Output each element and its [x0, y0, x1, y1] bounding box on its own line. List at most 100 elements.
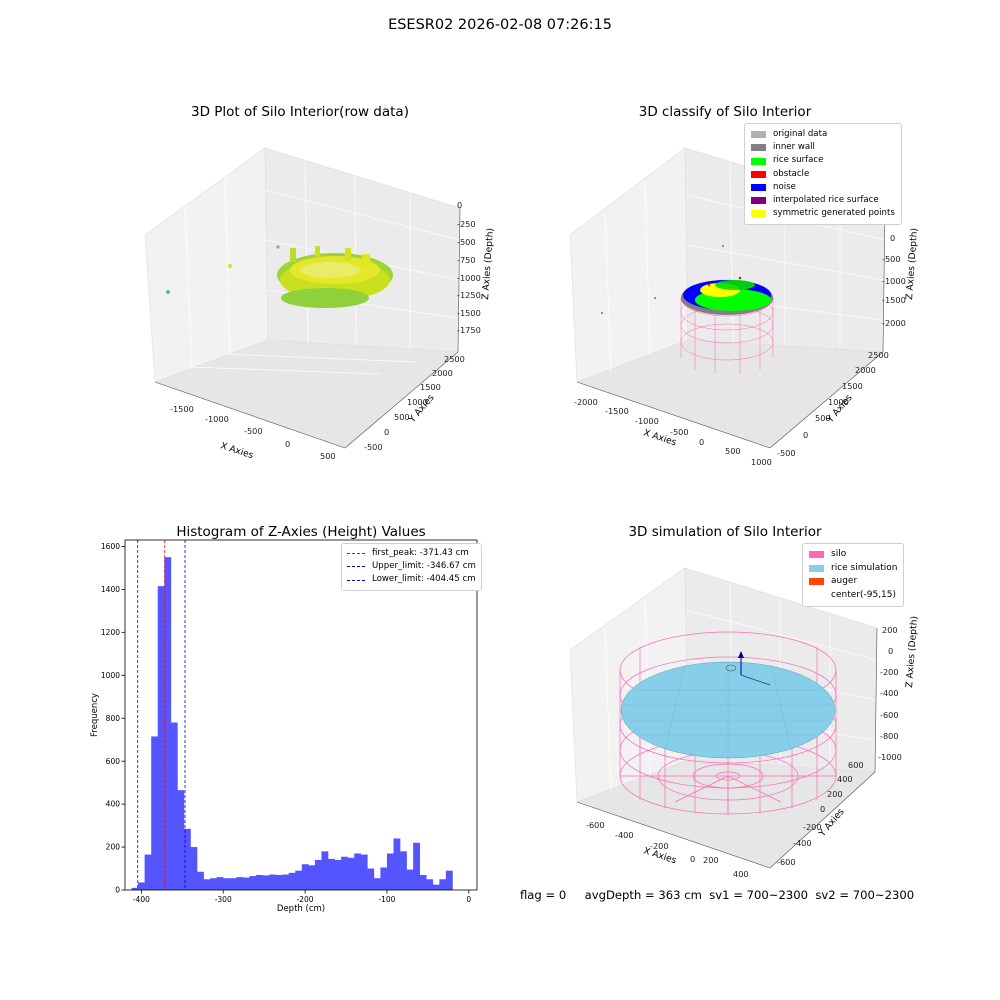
- histogram-bar: [183, 828, 191, 890]
- histogram-bar: [282, 874, 290, 890]
- histogram-bar: [242, 877, 250, 890]
- plot2-xtick: -2000: [574, 397, 598, 407]
- plot1-ytick: 1000: [407, 397, 428, 407]
- plot1-axis-lines: [154, 207, 461, 449]
- plot1-y-tick-labels: -500 0 500 1000 1500 2000 2500: [364, 354, 465, 452]
- plot4-axis-lines: [576, 627, 878, 869]
- y-tick-label: 200: [106, 843, 121, 852]
- y-tick-label: 600: [106, 757, 121, 766]
- histogram-bar: [151, 736, 159, 890]
- plot1-xlabel: X Axies: [219, 440, 255, 461]
- legend-label: first_peak: -371.43 cm: [372, 548, 469, 558]
- histogram-bar: [347, 857, 355, 890]
- auger-marker: [725, 651, 771, 686]
- plot1-zlabel: Z Axies (Depth): [480, 228, 496, 301]
- legend-item: rice simulation: [809, 562, 897, 576]
- plot1-z-tick-labels: 0 -250 -500 -750 -1000 -1250 -1500 -1750: [457, 200, 481, 335]
- plot1-xtick: 500: [320, 451, 336, 461]
- legend-label: rice simulation: [831, 562, 898, 573]
- histogram-bar: [275, 874, 283, 890]
- histogram-bar: [295, 870, 303, 890]
- legend-item: inner wall: [751, 141, 895, 154]
- plot1-ytick: 1500: [420, 382, 441, 392]
- legend-label: inner wall: [773, 142, 815, 153]
- plot1-ztick: -250: [457, 219, 476, 229]
- plot1-xtick: -1000: [205, 414, 229, 424]
- legend-swatch: [809, 592, 824, 600]
- histogram-bar: [393, 838, 401, 890]
- plot1-ytick: 2000: [432, 368, 453, 378]
- legend-swatch: [809, 578, 824, 586]
- histogram-bar: [197, 871, 204, 890]
- histogram-bar: [419, 874, 427, 890]
- histogram-bar: [432, 884, 440, 890]
- histogram-bar: [190, 847, 198, 890]
- plot4-xtick: -400: [615, 830, 634, 840]
- plot2-ztick: 0: [890, 233, 895, 243]
- plot4-ytick: 600: [848, 760, 864, 770]
- plot2-z-tick-labels: 0 -500 -1000 -1500 -2000: [882, 233, 906, 328]
- x-tick-label: -200: [297, 895, 314, 904]
- plot4-legend: silo rice simulation auger center(-95,15…: [802, 543, 905, 608]
- histogram-bar: [301, 864, 309, 890]
- plot4-ztick: -1000: [878, 752, 902, 762]
- legend-label: original data: [773, 129, 828, 139]
- sv1-text: sv1 = 700~2300: [709, 888, 808, 902]
- legend-item: first_peak: -371.43 cm: [347, 547, 476, 560]
- histogram-bar: [170, 722, 178, 890]
- plot4-z-tick-labels: 200 0 -200 -400 -600 -800 -1000: [878, 625, 902, 762]
- legend-swatch: [751, 170, 766, 178]
- plot1-3d-axes: -1500 -1000 -500 0 500 X Axies -500 0 50…: [144, 147, 496, 461]
- plot2-xtick: 1000: [751, 457, 772, 467]
- plot1-ztick: -1000: [457, 273, 481, 283]
- legend-item: silo: [809, 548, 897, 562]
- plot4-xtick: 400: [733, 869, 749, 879]
- plot1-ztick: -1750: [457, 325, 481, 335]
- plot4-ztick: -800: [880, 731, 899, 741]
- plot4-ytick: -600: [777, 857, 796, 867]
- plot2-ztick: -500: [882, 254, 901, 264]
- legend-label: center(-95,15): [831, 589, 896, 600]
- avg-depth-text: avgDepth = 363 cm: [584, 888, 702, 902]
- legend-swatch: [751, 144, 766, 152]
- plot4-ztick: 200: [882, 625, 898, 635]
- histogram-bar: [439, 879, 447, 890]
- histogram-bar: [314, 859, 322, 890]
- plot4-ytick: 200: [827, 789, 843, 799]
- legend-label: Upper_limit: -346.67 cm: [372, 561, 476, 572]
- legend-item: rice surface: [751, 154, 895, 167]
- plot1-ytick: 500: [394, 412, 410, 422]
- flag-text: flag = 0: [520, 888, 567, 902]
- histogram-bar: [413, 842, 420, 890]
- plot4-ytick: -200: [803, 822, 822, 832]
- x-tick-label: 0: [466, 895, 471, 904]
- plot2-ytick: 500: [815, 413, 831, 423]
- histogram-bar: [341, 856, 348, 890]
- plot2-title: 3D classify of Silo Interior: [638, 104, 812, 120]
- legend-label: obstacle: [773, 168, 810, 179]
- legend-line: [347, 566, 365, 568]
- legend-item: symmetric generated points: [751, 207, 895, 220]
- histogram-bar: [210, 878, 217, 890]
- x-tick-label: -300: [215, 895, 232, 904]
- plot4-title: 3D simulation of Silo Interior: [628, 524, 822, 540]
- histogram-bar: [131, 887, 139, 890]
- histogram-bar: [138, 882, 145, 890]
- plot2-ytick: 1500: [842, 381, 863, 391]
- plot4-ztick: 0: [888, 646, 893, 656]
- plot2-ytick: 0: [803, 430, 808, 440]
- histogram-bar: [157, 586, 165, 890]
- plot1-panes: [144, 147, 461, 449]
- plot2-ytick: 2000: [855, 365, 876, 375]
- legend-swatch: [751, 131, 766, 139]
- status-line: flag = 0 avgDepth = 363 cm sv1 = 700~230…: [520, 888, 914, 902]
- plot4-ytick: -400: [793, 838, 812, 848]
- histogram-bar: [354, 853, 362, 890]
- y-tick-label: 1000: [101, 671, 120, 680]
- legend-label: Lower_limit: -404.45 cm: [372, 574, 476, 585]
- plot2-ytick: 1000: [828, 397, 849, 407]
- plot4-ytick: 400: [837, 774, 853, 784]
- plot4-ytick: 0: [820, 804, 825, 814]
- plot1-ztick: -500: [457, 237, 476, 247]
- legend-item: interpolated rice surface: [751, 194, 895, 207]
